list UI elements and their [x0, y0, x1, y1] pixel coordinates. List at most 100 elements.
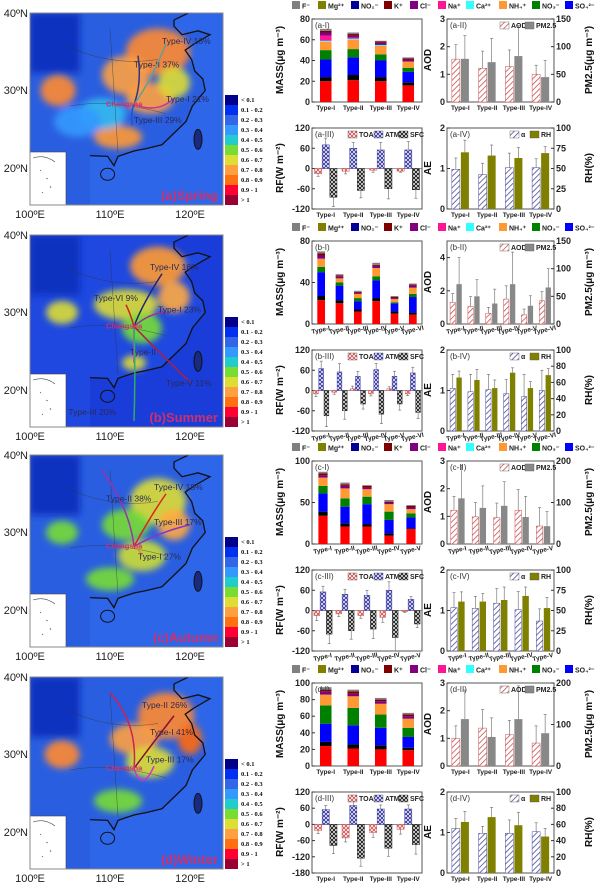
colorbar-swatch: [225, 597, 238, 607]
legend-label: Na⁺: [448, 226, 461, 233]
bar-segment-ec: [317, 295, 326, 301]
category-label: Type-IV: [397, 105, 421, 112]
plateau-region: [30, 13, 80, 73]
toa-bar: [313, 390, 319, 395]
bar-segment-k: [374, 41, 387, 43]
category-label: Type-I: [451, 105, 470, 112]
category-label: Type-IV: [497, 432, 522, 444]
bar-segment-ec: [347, 744, 360, 749]
colorbar-label: 0.8 - 0.9: [241, 177, 263, 184]
alpha-legend-label: α: [521, 796, 526, 803]
lat-tick-label: 40ºN: [4, 672, 28, 684]
legend-item-f: F⁻: [292, 665, 310, 675]
category-label: Type-IV: [397, 769, 421, 776]
plot-frame: [446, 349, 555, 432]
aod-pm-chart-1: 0 2 4 0 50 100 150 Type-IType-IIType-IIIType-IV…: [423, 236, 595, 336]
bar-segment-f: [335, 274, 344, 276]
sfc-bar: [384, 824, 393, 849]
category-label: Type-V: [400, 652, 423, 663]
legend-swatch-mg: [318, 1, 326, 9]
category-label: Type-III: [503, 876, 525, 883]
trajectory-line: [125, 304, 135, 327]
aod-hotspot: [46, 520, 78, 545]
colorbar-swatch: [225, 607, 238, 617]
legend-label: Ca²⁺: [476, 4, 491, 11]
atm-bar: [349, 148, 358, 169]
ae-rh-chart-1: 012020406080100Type-IType-IIType-IIIType…: [423, 345, 595, 443]
panel-label: (c-II): [450, 463, 467, 472]
alpha-bar: [449, 388, 456, 432]
colorbar-swatch: [225, 387, 238, 397]
y-axis-title: RH(%): [584, 375, 595, 405]
toa-bar: [396, 824, 405, 830]
map-field: Type-I 23% Type-II Type-III 20% Type-IV 16%…: [30, 235, 223, 427]
panel-label: (b-IV): [450, 352, 470, 361]
bar-segment-oc: [374, 81, 387, 102]
y-tick-label: 50: [300, 498, 310, 508]
legend-swatch-mg: [318, 665, 326, 673]
y-tick-label: 0: [440, 761, 445, 771]
trajectory-label: Type-VI 9%: [94, 293, 138, 303]
lon-tick-label: 110ºE: [96, 431, 125, 443]
y-tick-label: -180: [292, 868, 310, 878]
aod-bar: [451, 738, 461, 767]
pm25-legend-label: PM2.5: [536, 245, 556, 252]
y-tick-label: 0: [305, 819, 310, 829]
panel-label: (a-III): [315, 130, 334, 139]
toa-bar: [335, 610, 342, 615]
atm-bar: [376, 149, 385, 169]
coastline: [89, 677, 212, 832]
bar-segment-ec: [335, 300, 344, 304]
pm25-bar: [541, 733, 550, 766]
category-label: Type-I: [313, 545, 333, 556]
aod-legend-swatch: [499, 21, 510, 30]
aod-bar: [493, 517, 501, 545]
y-axis-title: RF(W m⁻²): [275, 585, 286, 635]
legend-label: Cl⁻: [420, 446, 431, 453]
legend-swatch-ca: [466, 223, 474, 231]
bar-segment-so4: [374, 727, 387, 746]
colorbar-label: 0.7 - 0.8: [241, 167, 263, 174]
sfc-legend-swatch: [398, 572, 409, 581]
rh-bar: [514, 157, 523, 209]
atm-bar: [318, 368, 324, 391]
legend-item-k: K⁺: [384, 665, 403, 675]
pm25-bar: [492, 303, 498, 324]
bar-segment-no3: [374, 54, 387, 61]
trajectory-label: Type-IV 13%: [162, 36, 211, 46]
y-tick-label: 0: [440, 97, 445, 107]
colorbar-swatch: [225, 819, 238, 829]
alpha-legend-swatch: [509, 572, 520, 581]
colorbar-label: 0.1 - 0.2: [241, 329, 263, 336]
legend-swatch-k: [384, 443, 392, 451]
bar-segment-so4: [319, 59, 332, 78]
legend-item-cl: Cl⁻: [410, 443, 431, 453]
sea-region: [90, 677, 223, 869]
bar-segment-so4: [406, 517, 416, 529]
alpha-bar: [478, 833, 487, 874]
bar-segment-no3: [408, 293, 417, 298]
legend-item-cl: Cl⁻: [410, 223, 431, 233]
category-label: Type-IV: [510, 545, 535, 557]
panel-label: (d-I): [315, 685, 330, 694]
y2-tick-label: 0: [556, 539, 561, 549]
y-tick-label: 80: [300, 695, 310, 705]
y-tick-label: 0: [305, 319, 310, 329]
legend-item-so4: SO₄²⁻: [565, 223, 595, 233]
trajectory-line: [133, 326, 136, 422]
atm-bar: [319, 591, 327, 611]
legend-item-mg: Mg²⁺: [318, 223, 344, 233]
toa-bar: [341, 824, 350, 839]
bar-segment-no3: [390, 302, 399, 304]
sfc-legend-swatch: [398, 130, 409, 139]
atm-bar: [404, 808, 413, 825]
y-tick-label: 0: [305, 386, 310, 396]
trajectory-line: [133, 273, 163, 327]
legend-label: K⁺: [394, 668, 403, 675]
atm-bar: [355, 376, 361, 391]
category-label: Type-I: [316, 212, 335, 219]
bar-segment-nh4: [406, 509, 416, 514]
category-label: Type-V: [516, 432, 539, 443]
sfc-bar: [370, 610, 377, 630]
alpha-bar: [451, 169, 461, 210]
